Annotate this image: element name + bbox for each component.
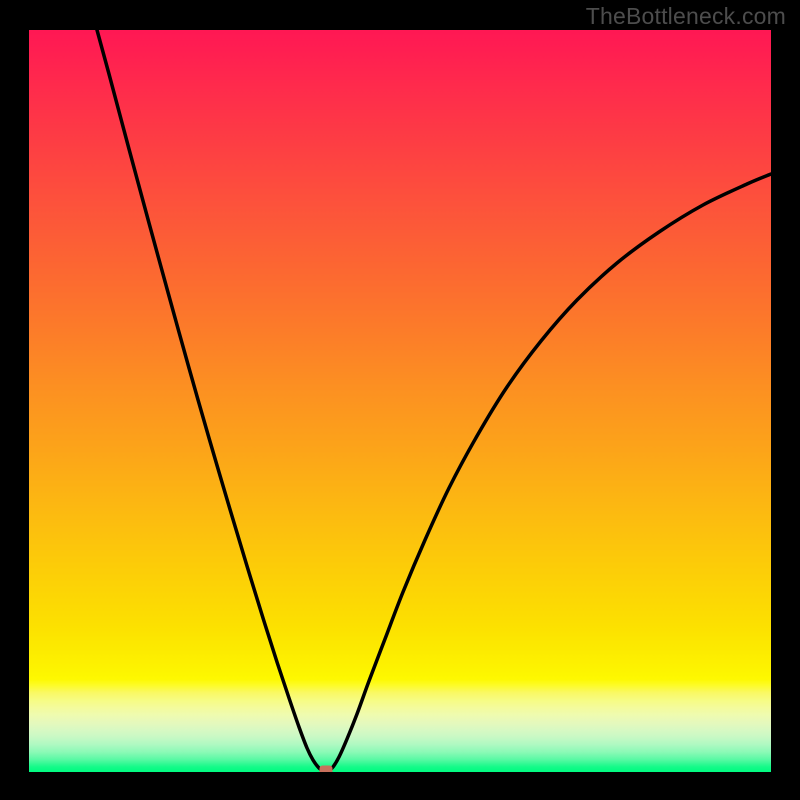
watermark-text: TheBottleneck.com bbox=[586, 3, 786, 30]
chart-frame: TheBottleneck.com bbox=[0, 0, 800, 800]
plot-area bbox=[29, 30, 771, 772]
gradient-background bbox=[29, 30, 771, 772]
optimal-point-marker bbox=[320, 766, 333, 772]
